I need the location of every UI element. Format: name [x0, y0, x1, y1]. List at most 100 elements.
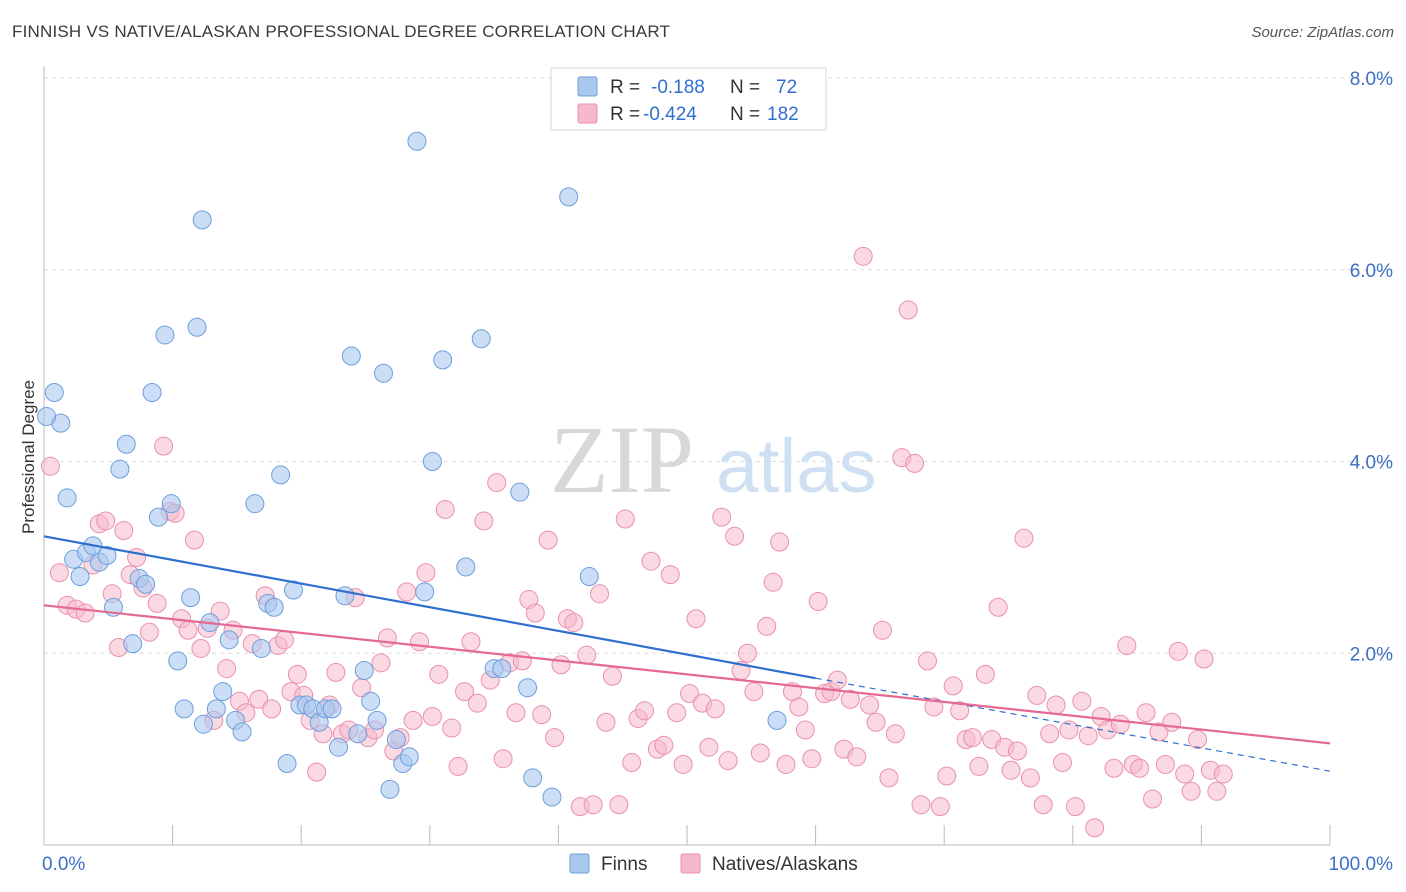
natives-point: [750, 743, 770, 763]
finns-point: [219, 630, 239, 650]
natives-point: [1117, 636, 1137, 656]
finns-point: [97, 545, 117, 565]
x-tick-label: 100.0%: [1329, 854, 1394, 875]
natives-point: [763, 572, 783, 592]
finns-point: [44, 382, 64, 402]
natives-point: [673, 754, 693, 774]
axes: [43, 66, 1331, 846]
natives-point: [975, 664, 995, 684]
finns-point: [433, 350, 453, 370]
watermark-atlas: atlas: [716, 424, 877, 509]
natives-point: [274, 630, 294, 650]
natives-point: [506, 703, 526, 723]
legend-r-label-natives: R =: [610, 104, 640, 125]
natives-point: [1033, 795, 1053, 815]
natives-point: [770, 532, 790, 552]
natives-point: [827, 670, 847, 690]
bottom-legend-finns: Finns: [601, 854, 647, 875]
natives-point: [545, 728, 565, 748]
finns-point: [136, 574, 156, 594]
chart-title: FINNISH VS NATIVE/ALASKAN PROFESSIONAL D…: [12, 22, 671, 41]
natives-point: [879, 768, 899, 788]
finns-point: [37, 406, 57, 426]
natives-point: [911, 795, 931, 815]
finns-point: [518, 678, 538, 698]
natives-point: [686, 609, 706, 629]
finns-point: [155, 325, 175, 345]
finns-point: [399, 747, 419, 767]
natives-point: [1136, 703, 1156, 723]
legend: R = -0.188 N = 72 R = -0.424 N = 182: [550, 67, 827, 131]
finns-point: [559, 187, 579, 207]
finns-point: [271, 465, 291, 485]
natives-point: [699, 737, 719, 757]
legend-n-finns: 72: [776, 77, 797, 98]
natives-point: [40, 456, 60, 476]
natives-point: [1027, 685, 1047, 705]
finns-point: [142, 382, 162, 402]
bottom-legend-swatch-natives: [680, 853, 701, 874]
natives-point: [49, 563, 69, 583]
natives-point: [1181, 781, 1201, 801]
natives-point: [615, 509, 635, 529]
finns-point: [348, 724, 368, 744]
finns-point: [767, 710, 787, 730]
natives-point: [1065, 797, 1085, 817]
legend-r-label-finns: R =: [610, 77, 640, 98]
natives-point: [712, 507, 732, 527]
legend-swatch-natives: [577, 103, 598, 124]
natives-point: [1110, 714, 1130, 734]
legend-swatch-finns: [577, 76, 598, 97]
finns-point: [245, 494, 265, 514]
natives-point: [467, 693, 487, 713]
natives-point: [416, 563, 436, 583]
natives-point: [1001, 760, 1021, 780]
natives-point: [249, 689, 269, 709]
natives-point: [512, 651, 532, 671]
natives-point: [538, 530, 558, 550]
natives-point: [950, 701, 970, 721]
finns-point: [354, 661, 374, 681]
finns-trend-line: [43, 535, 816, 680]
natives-point: [1188, 730, 1208, 750]
y-axis-label: Professional Degree: [19, 380, 38, 534]
natives-point: [937, 766, 957, 786]
natives-point: [776, 754, 796, 774]
natives-point: [789, 697, 809, 717]
natives-point: [577, 645, 597, 665]
finns-points: [37, 131, 787, 807]
natives-point: [602, 666, 622, 686]
natives-trend-line: [43, 604, 1331, 745]
finns-point: [251, 638, 271, 658]
finns-point: [168, 651, 188, 671]
natives-point: [757, 616, 777, 636]
natives-point: [840, 689, 860, 709]
natives-point: [191, 638, 211, 658]
natives-point: [184, 530, 204, 550]
x-tick-label: 0.0%: [42, 854, 85, 875]
legend-r-finns: -0.188: [651, 77, 705, 98]
natives-point: [853, 246, 873, 266]
finns-point: [148, 507, 168, 527]
finns-point: [579, 567, 599, 587]
finns-point: [322, 699, 342, 719]
natives-point: [583, 795, 603, 815]
natives-point: [872, 620, 892, 640]
natives-point: [371, 653, 391, 673]
natives-point: [725, 526, 745, 546]
finns-point: [471, 329, 491, 349]
finns-point: [70, 567, 90, 587]
natives-point: [667, 703, 687, 723]
natives-point: [1162, 712, 1182, 732]
finns-point: [361, 691, 381, 711]
natives-point: [435, 499, 455, 519]
natives-point: [988, 597, 1008, 617]
bottom-legend-natives: Natives/Alaskans: [712, 854, 858, 875]
finns-point: [367, 710, 387, 730]
natives-point: [455, 682, 475, 702]
natives-point: [917, 651, 937, 671]
natives-point: [139, 622, 159, 642]
natives-point: [1207, 781, 1227, 801]
natives-point: [1059, 720, 1079, 740]
natives-point: [429, 664, 449, 684]
